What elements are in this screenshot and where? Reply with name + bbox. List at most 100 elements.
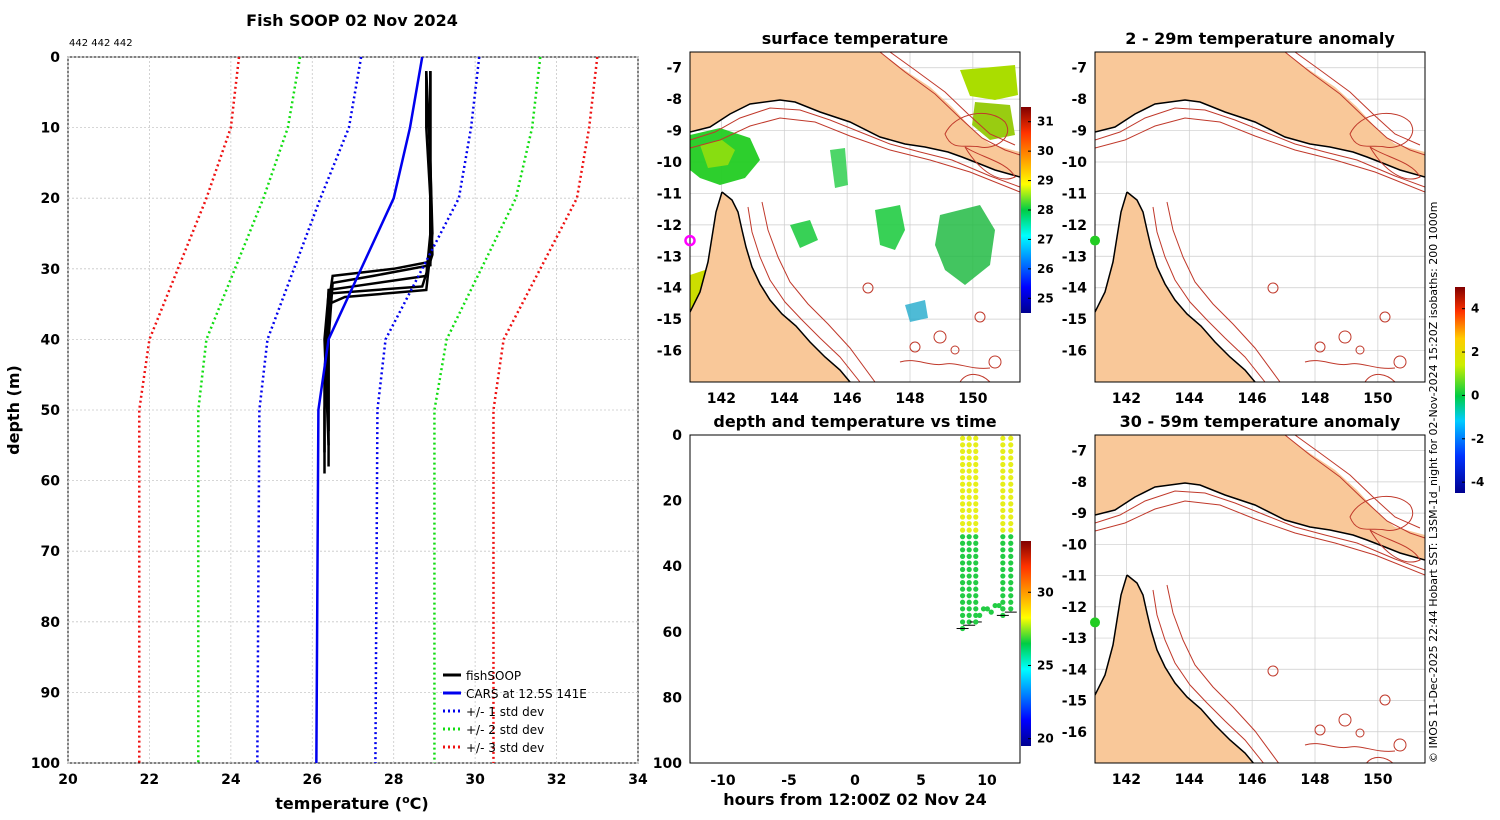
- legend-cars: CARS at 12.5S 141E: [466, 687, 587, 701]
- time-cast-point: [973, 468, 979, 474]
- time-cast-point: [1008, 527, 1014, 533]
- time-x-tick: 10: [977, 773, 997, 789]
- legend-fishsoop: fishSOOP: [466, 669, 521, 683]
- colorbar-tick-label: 30: [1037, 144, 1054, 158]
- time-casts: [956, 435, 1017, 632]
- time-cast-point: [973, 573, 979, 579]
- time-cast-point: [1008, 586, 1014, 592]
- time-cast-point: [1008, 606, 1014, 612]
- map-lon-tick: 146: [1238, 391, 1267, 407]
- profile-series: [138, 56, 599, 764]
- time-cast-point: [966, 540, 972, 546]
- time-y-tick: 60: [663, 625, 683, 641]
- anomaly-deep-ticks: 142 144 146 148 150 -7 -8 -9 -10 -11 -12 -13 -14 -15 -…: [1062, 444, 1393, 788]
- time-cast-point: [966, 520, 972, 527]
- colorbar-tick-label: 4: [1471, 302, 1479, 316]
- time-cast-point: [966, 507, 972, 514]
- profile-x-tick: 34: [628, 772, 648, 788]
- map-lat-tick: -8: [666, 92, 682, 108]
- time-cast-point: [1008, 481, 1014, 487]
- credit-text: © IMOS 11-Dec-2025 22:44 Hobart SST: L3S…: [1427, 202, 1440, 763]
- time-x-tick: -10: [710, 773, 736, 789]
- map-lat-tick: -8: [1071, 92, 1087, 108]
- time-cast-point: [1000, 566, 1006, 573]
- anomaly-map-shallow: 2 - 29m temperature anomaly 142 144 146 148…: [1062, 29, 1426, 407]
- profile-legend: fishSOOP CARS at 12.5S 141E +/- 1 std de…: [443, 669, 587, 755]
- time-cast-point: [966, 606, 972, 612]
- time-cast-point: [1008, 461, 1014, 468]
- map-lon-tick: 148: [1300, 772, 1329, 788]
- time-cast-point: [973, 475, 979, 481]
- profile-chart: Fish SOOP 02 Nov 2024 442 442 442 20 22 24…: [4, 11, 648, 813]
- map-lon-tick: 144: [1175, 391, 1204, 407]
- time-cast-point: [959, 553, 966, 559]
- time-cast-point: [1008, 475, 1014, 481]
- profile-y-tick: 40: [41, 332, 61, 348]
- map-lon-tick: 150: [1363, 391, 1392, 407]
- time-plot-area: [689, 434, 1021, 764]
- time-cast-point: [966, 553, 972, 559]
- map-lat-tick: -15: [1062, 312, 1087, 328]
- map-lon-tick: 146: [833, 391, 862, 407]
- time-cast-point: [959, 468, 966, 474]
- time-cast-point: [973, 566, 979, 573]
- sst-patch-cool: [905, 300, 928, 322]
- time-cast-point: [1000, 481, 1006, 487]
- map-lat-tick: -12: [1062, 600, 1087, 616]
- time-cast-point: [973, 520, 979, 527]
- sst-patch-gulf: [790, 220, 818, 248]
- time-bottom-point: [980, 606, 987, 612]
- surface-colorbar: [1021, 107, 1031, 313]
- colorbar-tick-label: 30: [1037, 585, 1054, 599]
- time-cast-point: [959, 580, 966, 586]
- map-lon-tick: 142: [1112, 391, 1141, 407]
- time-cast-point: [959, 448, 966, 454]
- time-cast-point: [959, 560, 966, 566]
- time-chart: depth and temperature vs time -10 -5 0 5 100…: [653, 412, 1054, 809]
- surface-colorbar-ticks: 25 26 27 28 29 30 31: [1028, 115, 1054, 305]
- time-cast-point: [1000, 461, 1006, 468]
- anomaly-shallow-marker: [1090, 235, 1100, 246]
- map-lon-tick: 148: [895, 391, 924, 407]
- time-cast-point: [959, 547, 966, 553]
- time-cast-point: [973, 560, 979, 566]
- legend-2std: +/- 2 std dev: [466, 723, 544, 737]
- time-cast-point: [1000, 534, 1006, 540]
- profile-x-ticks: 20 22 24 26 28 30 32 34: [58, 772, 648, 788]
- map-lon-tick: 142: [1112, 772, 1141, 788]
- time-colorbar-ticks: 20 25 30: [1028, 585, 1054, 746]
- profile-line--3-std: [138, 56, 241, 763]
- profile-grid: [67, 56, 639, 764]
- map-lon-tick: 146: [1238, 772, 1267, 788]
- time-cast-point: [966, 612, 972, 619]
- time-cast-point: [1008, 494, 1014, 500]
- time-cast-point: [959, 573, 966, 579]
- time-cast-point: [959, 593, 966, 599]
- time-cast-point: [959, 501, 966, 507]
- anomaly-deep-frame: [1094, 434, 1426, 764]
- profile-line-cars: [315, 56, 424, 764]
- profile-y-tick: 50: [41, 403, 61, 419]
- surface-map-frame: [689, 51, 1021, 383]
- time-cast-point: [966, 494, 972, 500]
- map-lon-tick: 150: [958, 391, 987, 407]
- map-lat-tick: -15: [657, 312, 682, 328]
- profile-header-note: 442 442 442: [69, 38, 133, 49]
- map-lat-tick: -7: [666, 61, 682, 77]
- time-cast-point: [1008, 553, 1014, 559]
- map-lat-tick: -11: [1062, 569, 1087, 585]
- map-lat-tick: -9: [1071, 124, 1087, 140]
- time-cast-point: [1008, 580, 1014, 586]
- time-cast-point: [966, 455, 972, 461]
- colorbar-tick-label: 25: [1037, 658, 1054, 672]
- time-cast-point: [1008, 468, 1014, 474]
- time-cast-point: [973, 481, 979, 487]
- map-lat-tick: -10: [1062, 155, 1088, 171]
- time-cast-point: [973, 586, 979, 592]
- time-cast-point: [1008, 442, 1014, 448]
- time-cast-point: [966, 586, 972, 592]
- time-cast-point: [1000, 527, 1006, 533]
- time-cast-point: [1000, 488, 1006, 494]
- time-cast-point: [959, 540, 966, 546]
- profile-y-tick: 0: [50, 50, 60, 66]
